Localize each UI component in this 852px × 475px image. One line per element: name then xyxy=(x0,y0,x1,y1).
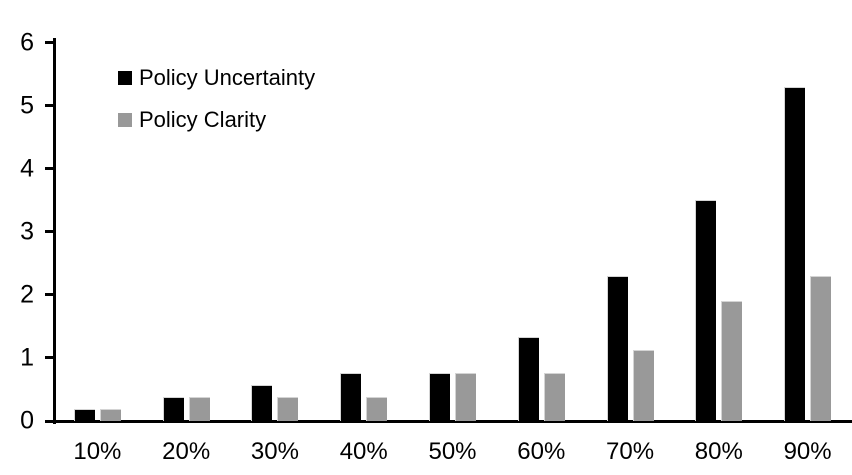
x-category-label: 70% xyxy=(606,438,655,465)
legend-item-policy-clarity: Policy Clarity xyxy=(118,106,315,134)
x-category-label: 90% xyxy=(783,438,832,465)
bar-policy-clarity xyxy=(721,301,743,421)
bar-policy-clarity xyxy=(277,397,299,421)
y-tick xyxy=(45,167,53,171)
legend-label-policy-clarity: Policy Clarity xyxy=(139,107,267,132)
bar-policy-clarity xyxy=(188,397,210,421)
y-tick xyxy=(45,104,53,108)
legend-item-policy-uncertainty: Policy Uncertainty xyxy=(118,64,315,92)
bar-policy-clarity xyxy=(543,373,565,421)
legend-swatch-policy-clarity xyxy=(118,113,132,127)
bar-policy-uncertainty xyxy=(340,373,362,421)
y-tick-label: 5 xyxy=(20,91,34,120)
x-category-label: 80% xyxy=(694,438,743,465)
bar-policy-clarity xyxy=(455,373,476,421)
bar-policy-uncertainty xyxy=(73,409,95,421)
x-category-label: 40% xyxy=(339,438,388,465)
y-tick-label: 1 xyxy=(20,343,34,372)
y-tick xyxy=(45,356,53,360)
x-axis-line xyxy=(53,420,852,423)
y-tick xyxy=(45,293,53,297)
x-category-label: 30% xyxy=(250,438,299,465)
bar-policy-uncertainty xyxy=(162,397,184,421)
bar-policy-clarity xyxy=(99,409,121,421)
x-category-label: 60% xyxy=(517,438,566,465)
bar-policy-uncertainty xyxy=(251,385,273,421)
y-tick xyxy=(45,419,53,423)
bar-policy-uncertainty xyxy=(606,276,628,421)
bar-policy-uncertainty xyxy=(784,87,806,421)
y-axis-line xyxy=(53,38,56,424)
x-category-label: 20% xyxy=(162,438,211,465)
y-tick-label: 3 xyxy=(20,217,34,246)
bar-policy-uncertainty xyxy=(429,373,450,421)
legend-swatch-policy-uncertainty xyxy=(118,71,132,85)
bar-policy-uncertainty xyxy=(695,200,717,421)
y-tick-label: 0 xyxy=(20,406,34,435)
y-tick-label: 2 xyxy=(20,280,34,309)
legend-label-policy-uncertainty: Policy Uncertainty xyxy=(139,65,316,90)
bar-policy-uncertainty xyxy=(517,337,539,421)
y-tick xyxy=(45,230,53,234)
x-category-label: 50% xyxy=(428,438,477,465)
bar-policy-clarity xyxy=(366,397,388,421)
y-tick-label: 6 xyxy=(20,28,34,57)
y-tick-label: 4 xyxy=(20,154,34,183)
y-tick xyxy=(45,41,53,45)
bar-policy-clarity xyxy=(632,350,654,421)
bar-policy-clarity xyxy=(810,276,832,421)
legend: Policy Uncertainty Policy Clarity xyxy=(118,64,315,148)
x-category-label: 10% xyxy=(73,438,122,465)
